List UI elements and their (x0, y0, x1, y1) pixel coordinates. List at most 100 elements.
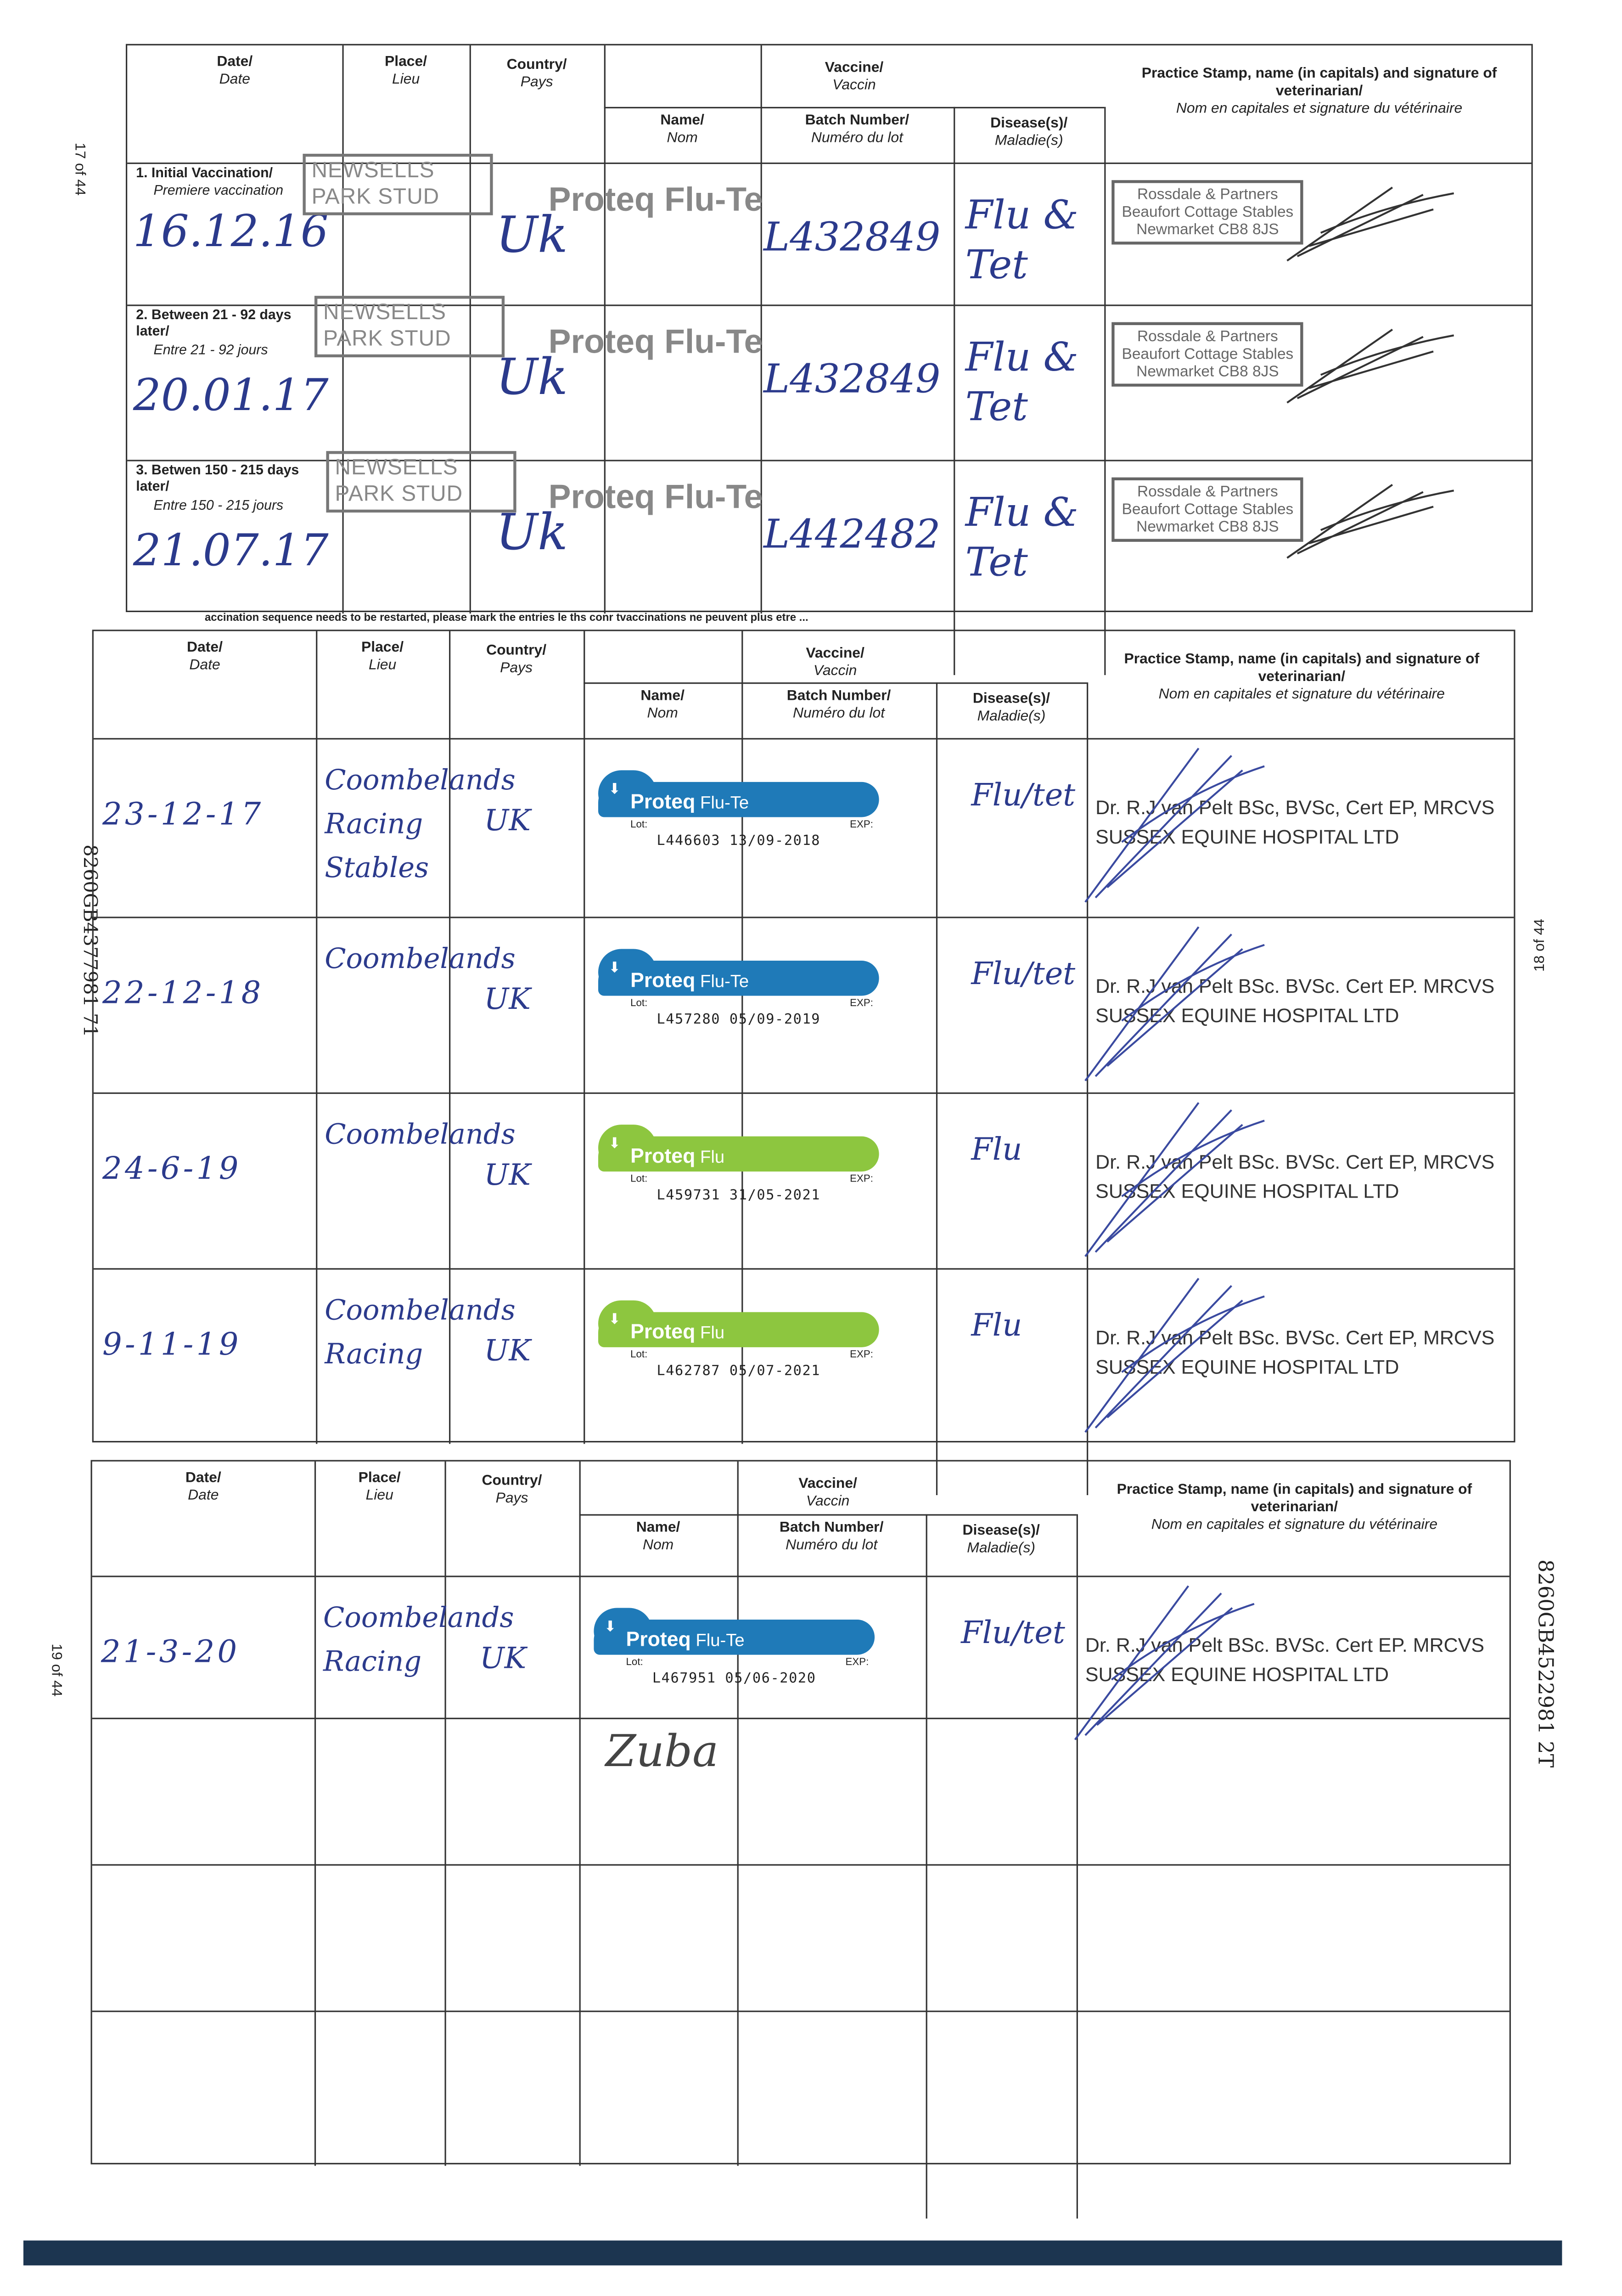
header-practice-stamp-fr: Nom en capitales et signature du vétérin… (1158, 687, 1445, 703)
header-date-fr: Date (219, 72, 250, 88)
disease-handwritten: Flu (971, 1307, 1022, 1343)
arrow-down-icon: ⬇ (608, 782, 621, 799)
header-vaccine: Vaccine/Vaccin (579, 1476, 1077, 1512)
product-name: Flu-Te (695, 971, 749, 991)
header-disease-en: Disease(s)/ (962, 1523, 1040, 1539)
header-date: Date/Date (94, 640, 316, 675)
place-handwritten: Coombelands Racing (323, 1602, 514, 1678)
header-name: Name/Nom (604, 113, 761, 148)
header-disease-en: Disease(s)/ (990, 115, 1068, 132)
course-label-fr: Premiere vaccination (153, 183, 284, 199)
date-handwritten: 20.01.17 (133, 370, 329, 422)
header-country-en: Country/ (506, 57, 567, 73)
header-country: Country/Pays (449, 643, 584, 678)
header-practice-stamp: Practice Stamp, name (in capitals) and s… (1101, 652, 1502, 704)
row-divider (127, 162, 1532, 164)
exp-label: EXP: (850, 820, 873, 831)
row-divider (93, 1268, 1514, 1270)
header-practice-stamp-en: Practice Stamp, name (in capitals) and s… (1141, 66, 1497, 100)
row-divider (92, 1576, 1510, 1577)
header-batch-en: Batch Number/ (786, 688, 891, 704)
disease-handwritten: Flu/tet (971, 777, 1076, 813)
brand-name: Proteq (630, 1319, 696, 1343)
vaccine-label: ⬇ Proteq Flu-Te Lot: EXP: L446603 13/09-2018 (598, 770, 885, 858)
column-divider (579, 1461, 581, 2166)
exp-label: EXP: (850, 998, 873, 1009)
stamp-line: Newmarket CB8 8JS (1136, 221, 1279, 239)
place-handwritten: Coombelands Racing Stables (325, 764, 516, 885)
header-country-fr: Pays (500, 660, 533, 677)
header-name-fr: Nom (667, 130, 698, 146)
course-label: 2. Between 21 - 92 days later/ (136, 307, 292, 340)
vet-details: Dr. R.J van Pelt BSc, BVSc, Cert EP, MRC… (1095, 793, 1494, 852)
row-divider (92, 1717, 1510, 1719)
header-place-fr: Lieu (368, 657, 397, 674)
vaccination-table-primary: Date/Date Place/Lieu Country/Pays Vaccine/V… (125, 44, 1533, 675)
brand-name: Proteq (626, 1626, 691, 1651)
country-handwritten: Uk (495, 348, 568, 407)
batch-handwritten: L432849 (763, 357, 941, 403)
header-practice-stamp-en: Practice Stamp, name (in capitals) and s… (1117, 1482, 1472, 1516)
row-divider (92, 1864, 1510, 1866)
header-disease: Disease(s)/Maladie(s) (926, 1523, 1077, 1559)
header-name: Name/Nom (579, 1520, 737, 1555)
lot-and-expiry: L459731 31/05-2021 (657, 1187, 821, 1204)
date-handwritten: 23-12-17 (102, 796, 264, 832)
disease-handwritten: Flu & Tet (965, 490, 1079, 586)
header-country: Country/Pays (470, 57, 604, 92)
header-name-en: Name/ (636, 1520, 680, 1536)
product-name: Flu (695, 1146, 725, 1167)
disease-handwritten: Flu (971, 1132, 1022, 1167)
header-batch-fr: Numéro du lot (811, 130, 903, 146)
column-divider (342, 45, 344, 614)
column-divider (1087, 682, 1089, 1495)
header-batch: Batch Number/Numéro du lot (737, 1520, 926, 1555)
header-subdivider (579, 1514, 1077, 1516)
header-place: Place/Lieu (342, 54, 469, 90)
header-practice-stamp-fr: Nom en capitales et signature du vétérin… (1151, 1517, 1438, 1533)
column-divider (584, 631, 585, 1444)
header-batch: Batch Number/Numéro du lot (761, 113, 954, 148)
header-place: Place/Lieu (316, 640, 449, 675)
batch-handwritten: L432849 (763, 215, 941, 261)
lot-label: Lot: (626, 1657, 643, 1668)
row-divider (92, 2010, 1510, 2012)
label-band (598, 1312, 879, 1347)
label-band (598, 782, 879, 817)
header-name-en: Name/ (660, 113, 704, 129)
vet-signature (1084, 926, 1265, 1081)
header-date-fr: Date (188, 1488, 219, 1504)
column-divider (741, 631, 743, 1444)
brand-name: Proteq (630, 789, 696, 813)
disease-handwritten: Flu & Tet (965, 193, 1079, 289)
batch-handwritten: L442482 (763, 512, 941, 558)
column-divider (316, 631, 318, 1444)
vet-signature (1074, 1585, 1255, 1740)
column-divider (737, 1461, 739, 2166)
header-country-en: Country/ (482, 1473, 542, 1490)
arrow-down-icon: ⬇ (608, 960, 621, 977)
vaccine-label: ⬇ Proteq Flu Lot: EXP: L462787 05/07-2021 (598, 1300, 885, 1388)
country-handwritten: UK (479, 1640, 527, 1676)
header-vaccine-fr: Vaccin (813, 663, 857, 680)
header-place-en: Place/ (361, 640, 404, 656)
column-divider (936, 682, 938, 1495)
country-handwritten: UK (484, 1332, 531, 1368)
exp-label: EXP: (850, 1350, 873, 1361)
header-vaccine-en: Vaccine/ (798, 1476, 857, 1492)
date-handwritten: 21.07.17 (133, 525, 329, 577)
label-brand: Proteq Flu (630, 1319, 724, 1343)
header-disease: Disease(s)/Maladie(s) (954, 116, 1104, 151)
vaccine-name-stamp: Proteq Flu-Te (548, 477, 763, 516)
header-country-fr: Pays (495, 1491, 528, 1507)
exp-label: EXP: (850, 1174, 873, 1185)
header-date: Date/Date (127, 54, 342, 90)
header-batch-en: Batch Number/ (779, 1520, 884, 1536)
bottom-bar (23, 2240, 1562, 2266)
brand-name: Proteq (630, 968, 696, 991)
stamp-line: Beaufort Cottage Stables (1122, 345, 1294, 363)
header-practice-stamp-fr: Nom en capitales et signature du vétérin… (1176, 101, 1463, 118)
lot-label: Lot: (630, 1174, 648, 1185)
course-label-fr: Entre 21 - 92 jours (153, 343, 268, 359)
